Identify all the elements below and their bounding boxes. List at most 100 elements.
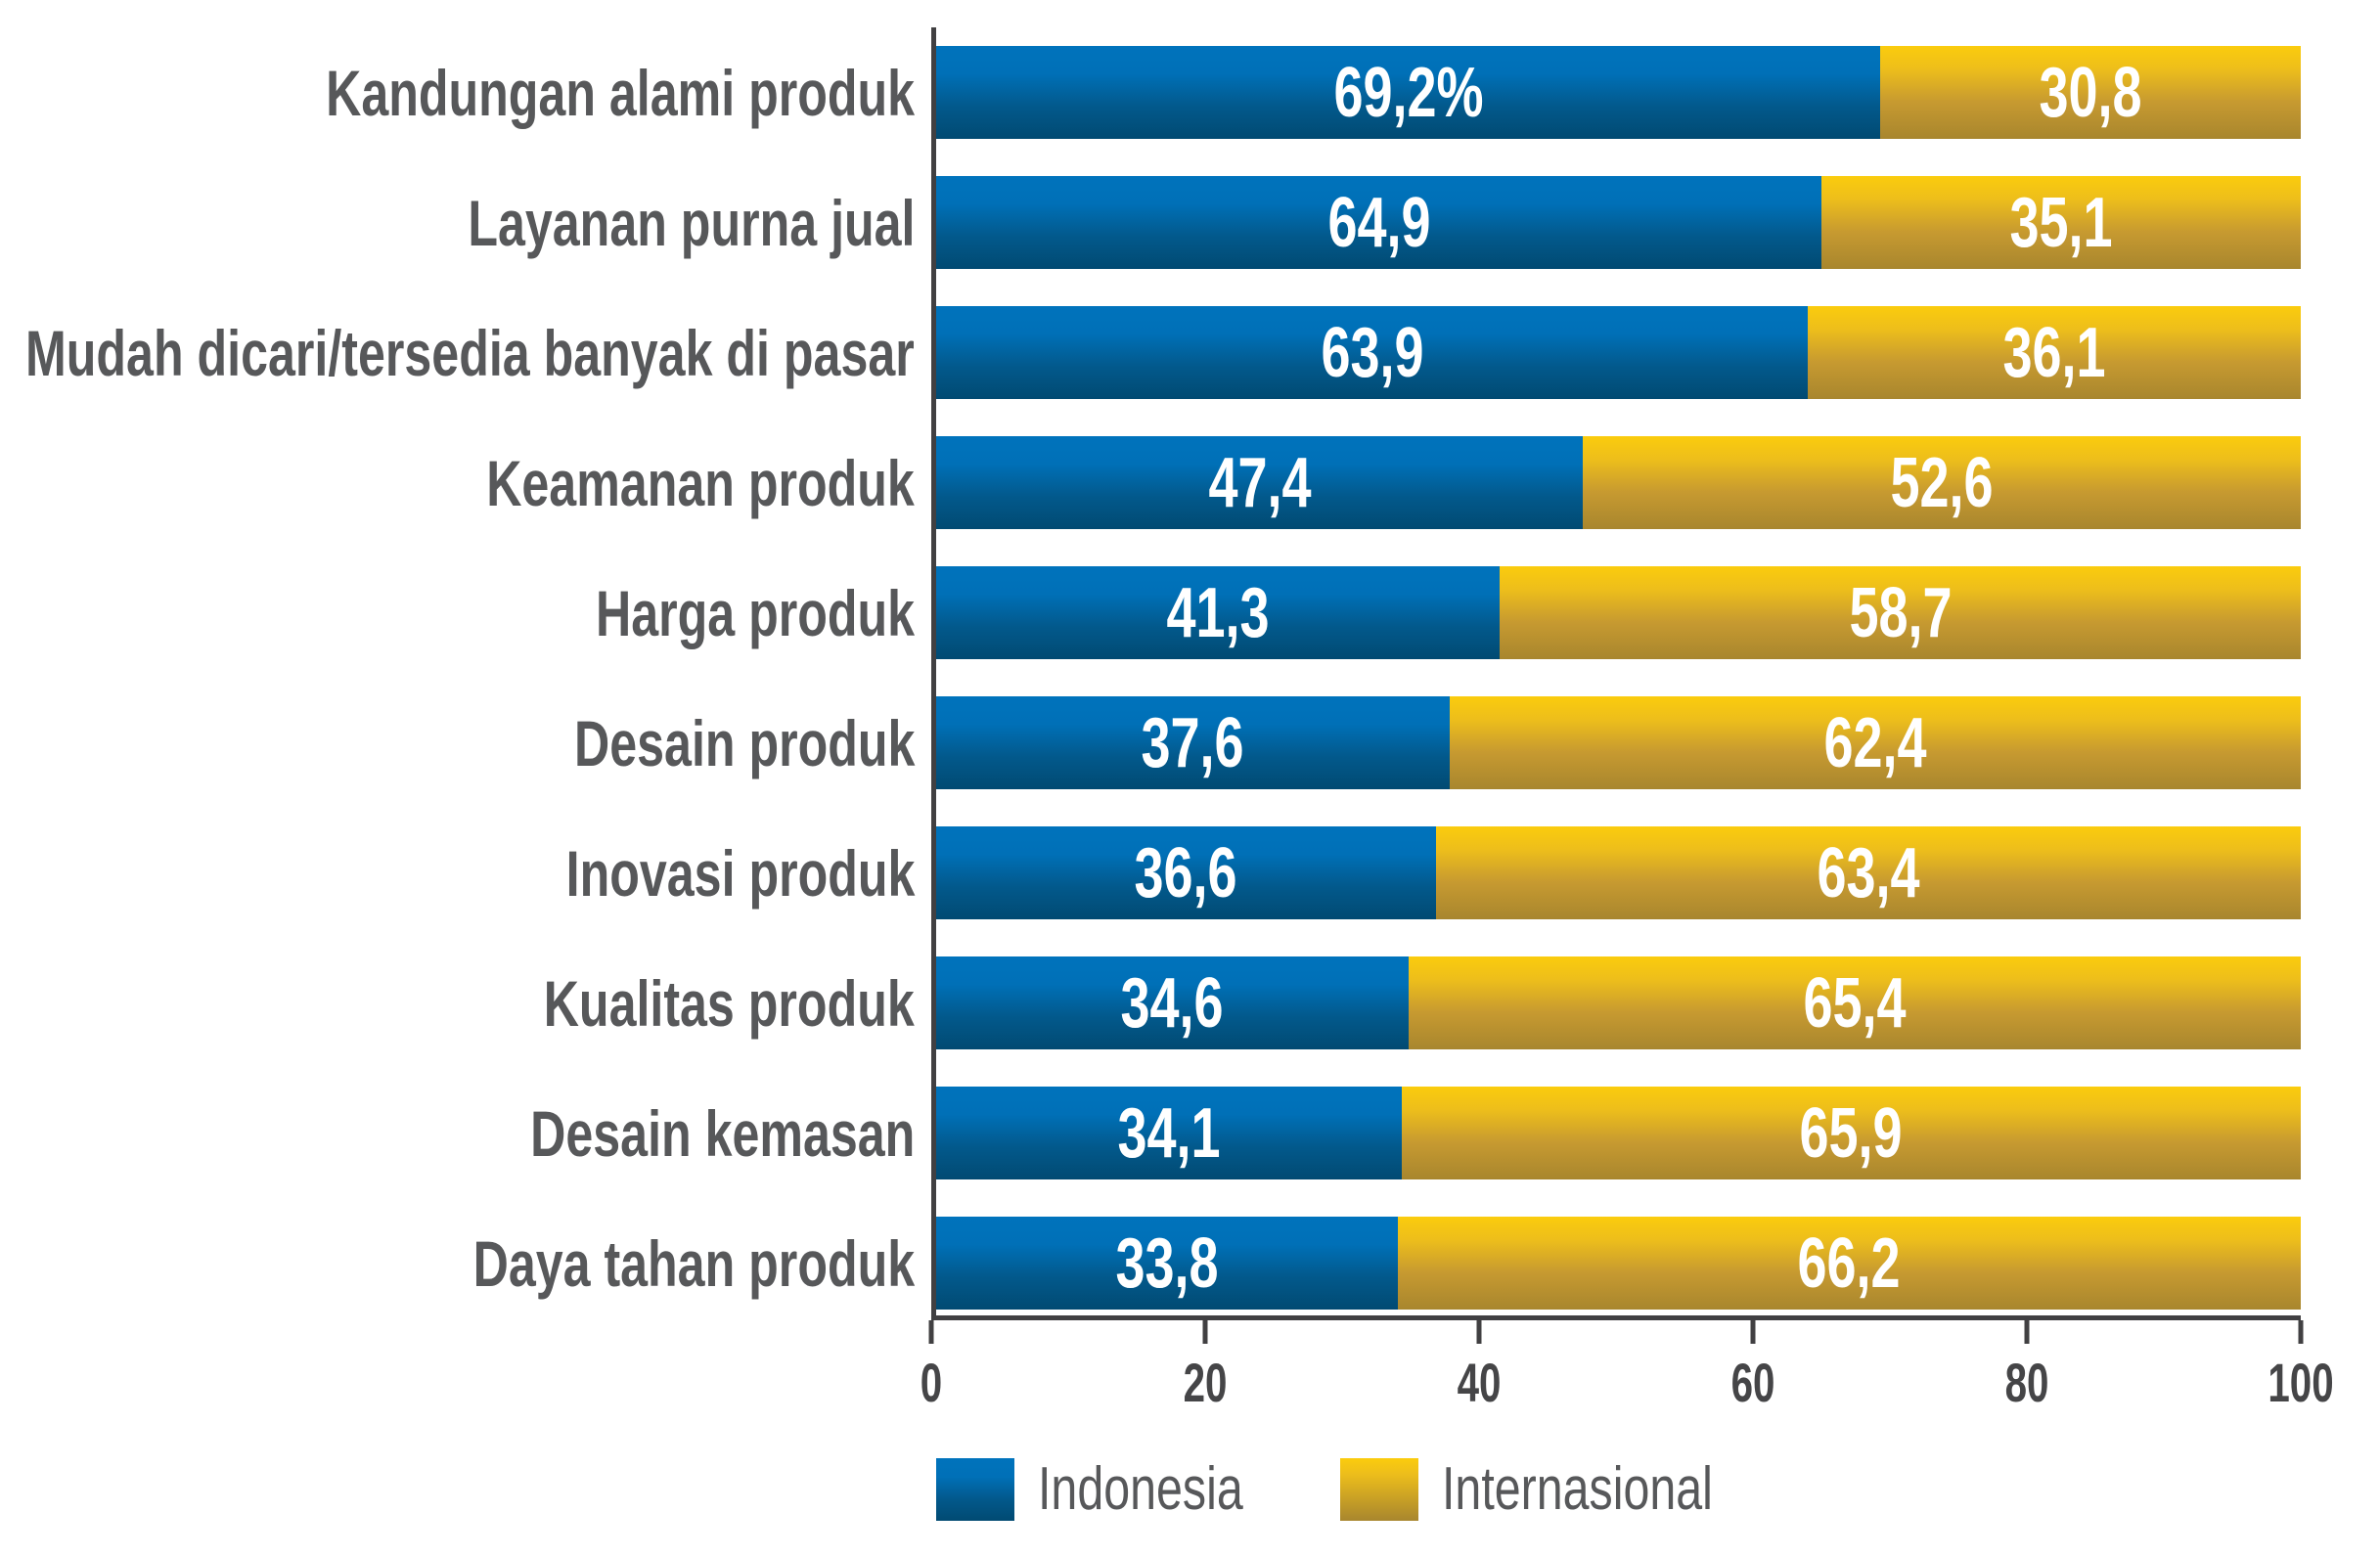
legend-swatch-internasional (1339, 1457, 1418, 1521)
x-tick-label: 20 (1183, 1352, 1228, 1413)
internasional-value-label: 62,4 (1823, 703, 1927, 782)
bar-track: 34,1 65,9 (936, 1087, 2301, 1179)
indonesia-segment: 63,9 (936, 306, 1809, 399)
internasional-segment: 63,4 (1435, 826, 2301, 919)
category-label-cell: Layanan purna jual (0, 157, 936, 288)
bar-row: Desain kemasan 34,1 65,9 (0, 1068, 2301, 1198)
x-tick (2298, 1320, 2304, 1344)
internasional-value-label: 65,9 (1799, 1093, 1903, 1173)
internasional-value-label: 52,6 (1890, 443, 1994, 522)
indonesia-value-label: 69,2% (1333, 53, 1484, 132)
bar-row: Desain produk 37,6 62,4 (0, 678, 2301, 808)
x-tick-label: 40 (1457, 1352, 1502, 1413)
indonesia-value-label: 64,9 (1327, 183, 1431, 262)
category-label: Kandungan alami produk (326, 56, 915, 129)
indonesia-segment: 36,6 (936, 826, 1436, 919)
bar-row: Daya tahan produk 33,8 66,2 (0, 1198, 2301, 1328)
indonesia-value-label: 36,6 (1134, 833, 1237, 912)
category-label-cell: Keamanan produk (0, 418, 936, 548)
bar-row: Kandungan alami produk 69,2% 30,8 (0, 27, 2301, 157)
legend-label-internasional: Internasional (1441, 1455, 1713, 1523)
category-label: Harga produk (595, 576, 915, 649)
indonesia-segment: 41,3 (936, 566, 1501, 659)
indonesia-value-label: 41,3 (1166, 573, 1270, 652)
category-label: Kualitas produk (543, 966, 915, 1040)
bar-row: Harga produk 41,3 58,7 (0, 548, 2301, 678)
legend: Indonesia Internasional (936, 1454, 1789, 1524)
category-label: Inovasi produk (565, 836, 915, 910)
internasional-value-label: 36,1 (2002, 313, 2106, 392)
bar-track: 37,6 62,4 (936, 696, 2301, 789)
indonesia-value-label: 47,4 (1208, 443, 1312, 522)
indonesia-segment: 64,9 (936, 176, 1822, 269)
internasional-segment: 65,9 (1401, 1087, 2301, 1179)
internasional-value-label: 58,7 (1849, 573, 1953, 652)
bar-row: Kualitas produk 34,6 65,4 (0, 938, 2301, 1068)
internasional-segment: 62,4 (1449, 696, 2301, 789)
indonesia-segment: 47,4 (936, 436, 1584, 529)
indonesia-segment: 33,8 (936, 1217, 1398, 1310)
category-label-cell: Harga produk (0, 548, 936, 678)
bar-track: 64,9 35,1 (936, 176, 2301, 269)
x-axis-line: 0 20 40 60 80 100 (921, 1315, 2334, 1413)
bar-track: 47,4 52,6 (936, 436, 2301, 529)
category-label-cell: Mudah dicari/tersedia banyak di pasar (0, 288, 936, 418)
category-label-cell: Desain kemasan (0, 1068, 936, 1198)
indonesia-segment: 34,1 (936, 1087, 1402, 1179)
x-tick-label: 0 (920, 1352, 943, 1413)
internasional-segment: 35,1 (1821, 176, 2301, 269)
bar-track: 34,6 65,4 (936, 956, 2301, 1049)
x-tick-label: 80 (2004, 1352, 2049, 1413)
indonesia-value-label: 63,9 (1321, 313, 1424, 392)
indonesia-value-label: 34,1 (1117, 1093, 1221, 1173)
bar-row: Layanan purna jual 64,9 35,1 (0, 157, 2301, 288)
category-label: Daya tahan produk (472, 1226, 915, 1300)
internasional-segment: 66,2 (1397, 1217, 2301, 1310)
x-tick (1750, 1320, 1756, 1344)
internasional-segment: 36,1 (1808, 306, 2301, 399)
bar-row: Inovasi produk 36,6 63,4 (0, 808, 2301, 938)
bar-track: 69,2% 30,8 (936, 46, 2301, 139)
legend-label-indonesia: Indonesia (1038, 1455, 1243, 1523)
internasional-segment: 30,8 (1880, 46, 2301, 139)
x-tick (1202, 1320, 1208, 1344)
category-label: Desain produk (573, 706, 915, 779)
category-label: Mudah dicari/tersedia banyak di pasar (25, 316, 915, 389)
x-tick (2024, 1320, 2030, 1344)
category-label-cell: Desain produk (0, 678, 936, 808)
category-label: Layanan purna jual (467, 186, 915, 259)
x-tick (928, 1320, 934, 1344)
bar-track: 36,6 63,4 (936, 826, 2301, 919)
category-label-cell: Inovasi produk (0, 808, 936, 938)
legend-item-indonesia: Indonesia (936, 1454, 1301, 1524)
category-label-cell: Kualitas produk (0, 938, 936, 1068)
indonesia-value-label: 37,6 (1141, 703, 1244, 782)
internasional-value-label: 66,2 (1797, 1223, 1901, 1303)
bar-track: 33,8 66,2 (936, 1217, 2301, 1310)
internasional-value-label: 63,4 (1817, 833, 1920, 912)
internasional-value-label: 30,8 (2039, 53, 2142, 132)
legend-swatch-indonesia (936, 1457, 1014, 1521)
indonesia-value-label: 33,8 (1115, 1223, 1219, 1303)
bar-rows: Kandungan alami produk 69,2% 30,8 Layanan p… (0, 27, 2301, 1328)
category-label-cell: Daya tahan produk (0, 1198, 936, 1328)
x-tick-label: 100 (2268, 1352, 2334, 1413)
legend-item-internasional: Internasional (1339, 1454, 1789, 1524)
bar-track: 41,3 58,7 (936, 566, 2301, 659)
internasional-segment: 58,7 (1500, 566, 2301, 659)
bar-row: Mudah dicari/tersedia banyak di pasar 63,… (0, 288, 2301, 418)
y-axis-line (931, 27, 936, 1320)
category-label: Desain kemasan (529, 1096, 915, 1170)
internasional-segment: 65,4 (1408, 956, 2301, 1049)
bar-track: 63,9 36,1 (936, 306, 2301, 399)
indonesia-value-label: 34,6 (1120, 963, 1224, 1043)
x-tick (1476, 1320, 1482, 1344)
indonesia-segment: 37,6 (936, 696, 1450, 789)
internasional-value-label: 65,4 (1803, 963, 1907, 1043)
internasional-value-label: 35,1 (2009, 183, 2113, 262)
category-label-cell: Kandungan alami produk (0, 27, 936, 157)
internasional-segment: 52,6 (1583, 436, 2301, 529)
indonesia-segment: 69,2% (936, 46, 1881, 139)
category-label: Keamanan produk (486, 446, 915, 519)
